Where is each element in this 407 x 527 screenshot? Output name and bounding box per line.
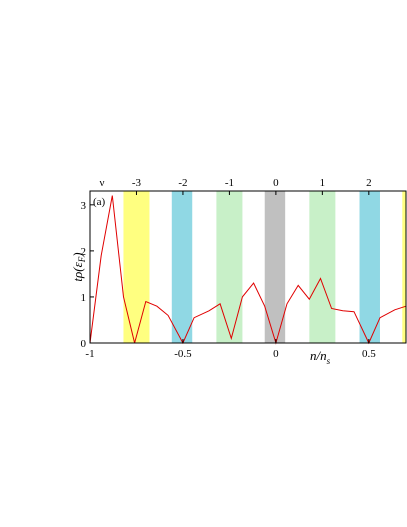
band-3 xyxy=(264,191,286,343)
top-tick-label-1: -2 xyxy=(178,177,187,189)
y-axis-title-close: ) xyxy=(70,252,85,257)
x-tick-label-1: -0.5 xyxy=(174,348,192,360)
y-tick-label-2: 2 xyxy=(81,246,87,258)
x-axis-title-sub: s xyxy=(327,356,331,366)
panel-label: (a) xyxy=(93,196,106,208)
top-tick-label-3: 0 xyxy=(273,177,279,189)
x-axis-title-main: n/n xyxy=(310,348,327,363)
top-tick-label-2: -1 xyxy=(225,177,234,189)
top-tick-label-0: -3 xyxy=(132,177,142,189)
y-axis-title-main: tρ(ε xyxy=(70,261,85,281)
band-0 xyxy=(123,191,150,343)
band-6 xyxy=(402,191,406,343)
top-tick-label-5: 2 xyxy=(366,177,372,189)
series-line-0 xyxy=(89,195,407,345)
y-axis-title: tρ(εF) xyxy=(70,252,87,281)
y-tick-label-1: 1 xyxy=(81,292,87,304)
y-axis-title-sub: F xyxy=(77,256,87,263)
x-tick-label-2: 0 xyxy=(273,348,279,360)
band-2 xyxy=(216,191,243,343)
top-tick-label-4: 1 xyxy=(320,177,326,189)
x-tick-label-3: 0.5 xyxy=(362,348,376,360)
x-axis-title: n/ns xyxy=(310,348,331,366)
y-tick-label-0: 0 xyxy=(81,338,87,350)
x-tick-label-0: -1 xyxy=(85,348,94,360)
band-4 xyxy=(309,191,336,343)
top-axis-title: ν xyxy=(100,177,105,189)
band-5 xyxy=(359,191,380,343)
y-tick-label-3: 3 xyxy=(81,200,87,212)
background-bands xyxy=(123,191,406,343)
plot-frame xyxy=(89,190,407,344)
series-layer xyxy=(89,195,407,345)
band-1 xyxy=(171,191,193,343)
